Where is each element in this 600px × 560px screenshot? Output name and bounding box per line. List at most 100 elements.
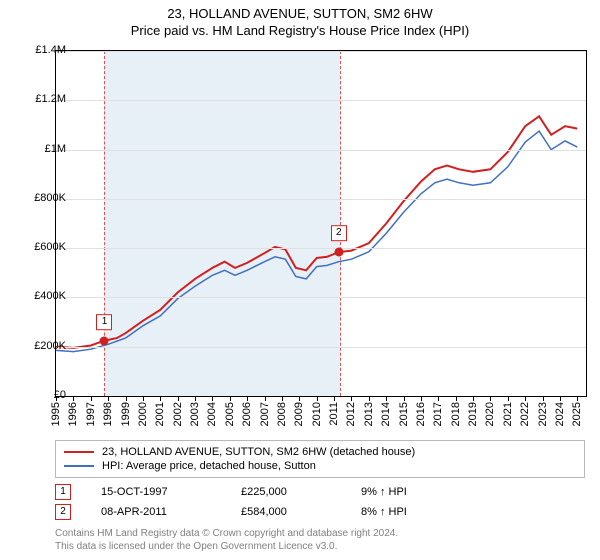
x-tick xyxy=(386,396,387,401)
sales-date-2: 08-APR-2011 xyxy=(101,506,241,518)
title-line-1: 23, HOLLAND AVENUE, SUTTON, SM2 6HW xyxy=(0,6,600,23)
x-axis-label: 2017 xyxy=(432,402,444,426)
y-axis-label: £200K xyxy=(34,340,66,352)
x-axis-label: 2005 xyxy=(224,402,236,426)
gridline-h xyxy=(56,347,586,348)
x-tick xyxy=(195,396,196,401)
footer-line-1: Contains HM Land Registry data © Crown c… xyxy=(55,528,398,541)
x-axis-label: 2007 xyxy=(259,402,271,426)
sales-row-2: 2 08-APR-2011 £584,000 8% ↑ HPI xyxy=(55,502,407,522)
sales-pct-2: 8% ↑ HPI xyxy=(361,506,407,518)
series-price_paid xyxy=(56,116,577,348)
sales-marker-2: 2 xyxy=(55,504,71,520)
x-axis-label: 2009 xyxy=(293,402,305,426)
legend-swatch-price xyxy=(64,451,94,453)
x-axis-label: 2020 xyxy=(484,402,496,426)
x-tick xyxy=(317,396,318,401)
x-axis-label: 2004 xyxy=(206,402,218,426)
x-axis-label: 2002 xyxy=(172,402,184,426)
x-axis-label: 2008 xyxy=(276,402,288,426)
x-tick xyxy=(543,396,544,401)
sales-row-1: 1 15-OCT-1997 £225,000 9% ↑ HPI xyxy=(55,482,407,502)
gridline-h xyxy=(56,199,586,200)
x-tick xyxy=(178,396,179,401)
sale-marker-dot xyxy=(334,248,343,257)
x-tick xyxy=(404,396,405,401)
x-tick xyxy=(282,396,283,401)
sale-marker-label: 2 xyxy=(331,225,347,241)
sales-date-1: 15-OCT-1997 xyxy=(101,486,241,498)
x-tick xyxy=(490,396,491,401)
legend-item-price: 23, HOLLAND AVENUE, SUTTON, SM2 6HW (det… xyxy=(64,445,576,459)
x-tick xyxy=(160,396,161,401)
x-tick xyxy=(334,396,335,401)
x-tick xyxy=(230,396,231,401)
x-axis-label: 2023 xyxy=(537,402,549,426)
x-tick xyxy=(351,396,352,401)
footer-line-2: This data is licensed under the Open Gov… xyxy=(55,541,398,554)
y-axis-label: £0 xyxy=(54,389,66,401)
sales-price-1: £225,000 xyxy=(241,486,361,498)
gridline-h xyxy=(56,100,586,101)
x-axis-label: 2024 xyxy=(554,402,566,426)
y-axis-label: £600K xyxy=(34,241,66,253)
legend-label-price: 23, HOLLAND AVENUE, SUTTON, SM2 6HW (det… xyxy=(102,446,415,458)
legend-box: 23, HOLLAND AVENUE, SUTTON, SM2 6HW (det… xyxy=(55,440,585,478)
x-tick xyxy=(143,396,144,401)
x-tick xyxy=(126,396,127,401)
x-axis-label: 2013 xyxy=(363,402,375,426)
x-axis-label: 1998 xyxy=(102,402,114,426)
x-axis-label: 2003 xyxy=(189,402,201,426)
x-axis-label: 2015 xyxy=(398,402,410,426)
sales-pct-1: 9% ↑ HPI xyxy=(361,486,407,498)
sale-marker-label: 1 xyxy=(96,314,112,330)
x-tick xyxy=(525,396,526,401)
y-axis-label: £1M xyxy=(45,143,66,155)
sales-marker-1: 1 xyxy=(55,484,71,500)
x-axis-label: 2006 xyxy=(241,402,253,426)
x-axis-label: 2018 xyxy=(450,402,462,426)
x-axis-label: 2012 xyxy=(345,402,357,426)
x-tick xyxy=(265,396,266,401)
x-axis-label: 1999 xyxy=(120,402,132,426)
x-tick xyxy=(247,396,248,401)
x-axis-label: 2001 xyxy=(154,402,166,426)
x-axis-label: 2022 xyxy=(519,402,531,426)
x-tick xyxy=(473,396,474,401)
x-axis-label: 2025 xyxy=(571,402,583,426)
x-tick xyxy=(299,396,300,401)
x-tick xyxy=(73,396,74,401)
sales-table: 1 15-OCT-1997 £225,000 9% ↑ HPI 2 08-APR… xyxy=(55,482,407,522)
sales-price-2: £584,000 xyxy=(241,506,361,518)
x-tick xyxy=(108,396,109,401)
x-axis-label: 2019 xyxy=(467,402,479,426)
footer-attribution: Contains HM Land Registry data © Crown c… xyxy=(55,528,398,553)
x-tick xyxy=(438,396,439,401)
gridline-h xyxy=(56,150,586,151)
x-tick xyxy=(456,396,457,401)
x-tick xyxy=(560,396,561,401)
legend-swatch-hpi xyxy=(64,465,94,467)
x-axis-label: 1995 xyxy=(50,402,62,426)
title-line-2: Price paid vs. HM Land Registry's House … xyxy=(0,23,600,40)
x-tick xyxy=(369,396,370,401)
chart-container: 23, HOLLAND AVENUE, SUTTON, SM2 6HW Pric… xyxy=(0,0,600,560)
x-axis-label: 2014 xyxy=(380,402,392,426)
x-tick xyxy=(212,396,213,401)
y-axis-label: £400K xyxy=(34,290,66,302)
x-axis-label: 2011 xyxy=(328,402,340,426)
x-tick xyxy=(91,396,92,401)
gridline-h xyxy=(56,248,586,249)
x-tick xyxy=(421,396,422,401)
y-axis-label: £1.2M xyxy=(35,93,66,105)
x-axis-label: 2016 xyxy=(415,402,427,426)
chart-title: 23, HOLLAND AVENUE, SUTTON, SM2 6HW Pric… xyxy=(0,0,600,40)
gridline-h xyxy=(56,51,586,52)
x-tick xyxy=(508,396,509,401)
x-axis-label: 1997 xyxy=(85,402,97,426)
x-tick xyxy=(577,396,578,401)
series-hpi xyxy=(56,131,577,352)
line-layer xyxy=(56,51,586,396)
x-axis-label: 2010 xyxy=(311,402,323,426)
plot-area: 12 xyxy=(55,50,587,397)
